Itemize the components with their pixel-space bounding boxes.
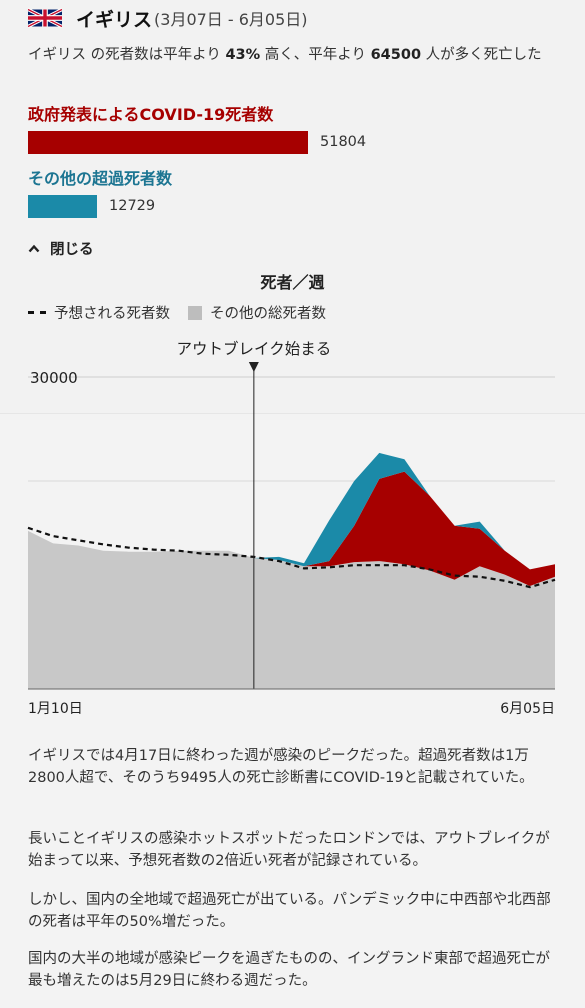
chart-legend: 予想される死者数 その他の総死者数 (28, 302, 326, 323)
summary-mid: 高く、平年より (260, 47, 371, 63)
close-toggle-button[interactable]: 閉じる (28, 238, 94, 259)
excess-deaths-label: その他の超過死者数 (28, 169, 173, 188)
paragraph-4: 国内の大半の地域が感染ピークを過ぎたものの、イングランド東部で超過死亡が最も増え… (28, 951, 550, 989)
x-start-label: 1月10日 (28, 701, 83, 717)
close-label: 閉じる (50, 242, 94, 258)
summary-post: 人が多く死亡した (421, 47, 542, 63)
outbreak-marker-arrow (248, 362, 259, 372)
outbreak-annotation: アウトブレイク始まる (177, 339, 332, 358)
paragraph-3: しかし、国内の全地域で超過死亡が出ている。パンデミック中に中西部や北西部の死者は… (28, 892, 551, 930)
chevron-up-icon (28, 244, 40, 253)
summary-number: 64500 (370, 47, 422, 63)
summary-text: イギリス の死者数は平年より 43% 高く、平年より 64500 人が多く死亡し… (28, 44, 556, 66)
paragraph-2: 長いことイギリスの感染ホットスポットだったロンドンでは、アウトブレイクが始まって… (28, 831, 550, 869)
ytick-label: 30000 (30, 369, 78, 387)
date-range: (3月07日 - 6月05日) (154, 10, 308, 29)
country-header: イギリス (3月07日 - 6月05日) (28, 4, 308, 32)
deaths-chart: 30000 アウトブレイク始まる 1月10日 6月05日 (27, 339, 556, 717)
legend-other-swatch (188, 305, 202, 320)
legend-expected-label: 予想される死者数 (54, 306, 170, 322)
expected-deaths-line (27, 526, 556, 589)
chart-title: 死者／週 (260, 273, 325, 292)
summary-pre: イギリス の死者数は平年より (28, 47, 226, 63)
covid-deaths-value: 51804 (320, 134, 367, 150)
paragraph-1: イギリスでは4月17日に終わった週が感染のピークだった。超過死者数は1万2800… (28, 748, 534, 786)
excess-deaths-bar (28, 195, 97, 218)
covid-deaths-bar (28, 131, 308, 154)
covid-deaths-area (28, 471, 555, 586)
detail-panel (0, 413, 585, 1008)
legend-other-label: その他の総死者数 (210, 306, 326, 322)
excess-deaths-value: 12729 (109, 198, 156, 214)
x-end-label: 6月05日 (500, 701, 555, 717)
covid-deaths-label: 政府発表によるCOVID-19死者数 (28, 105, 274, 124)
legend-expected-dash (28, 311, 46, 314)
country-name: イギリス (76, 8, 153, 31)
other-deaths-area (28, 530, 555, 689)
summary-panel (0, 0, 585, 413)
uk-flag-icon (28, 7, 62, 29)
summary-percent: 43% (225, 47, 261, 63)
